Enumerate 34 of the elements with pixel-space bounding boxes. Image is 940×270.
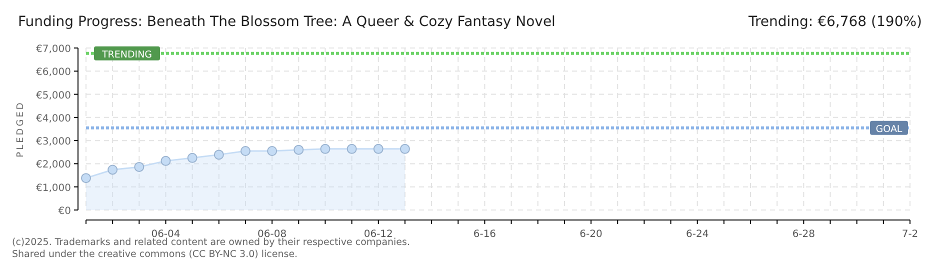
text: (c)2025. Trademarks and related content are owned by their respective companies. (12, 237, 410, 248)
x-tick-label: 6-28 (792, 229, 816, 240)
y-tick-label: €4,000 (36, 113, 71, 124)
point (294, 144, 304, 155)
point (373, 144, 384, 154)
point (160, 156, 171, 166)
y-axis-title: PLEDGED (16, 100, 26, 158)
y-tick-label: €3,000 (36, 136, 71, 148)
x-tick-label: 6-20 (580, 229, 602, 240)
point (267, 146, 278, 156)
y-tick-label: €6,000 (36, 67, 71, 78)
point (240, 146, 250, 156)
point (320, 144, 330, 154)
point (400, 144, 410, 154)
point (187, 152, 198, 163)
point (134, 162, 144, 172)
x-tick-label: 6-24 (686, 229, 709, 240)
point (108, 164, 118, 175)
y-tick-label: €2,000 (36, 160, 71, 171)
point (346, 144, 357, 154)
x-tick-label: 06-12 (364, 229, 393, 240)
y-tick-label: €0 (58, 206, 71, 217)
chart-title: Funding Progress: Beneath The Blossom Tree: A Queer & Cozy Fantasy Novel (18, 14, 556, 30)
y-tick-label: €5,000 (36, 90, 71, 102)
y-tick-label: €1,000 (36, 182, 71, 194)
x-tick-label: 6-16 (473, 229, 496, 240)
chart-subtitle: Trending: €6,768 (190%) (747, 14, 922, 30)
point (81, 173, 91, 184)
ref-line-label: TRENDING (100, 49, 152, 60)
point (214, 150, 224, 160)
text: Shared under the creative commons (CC BY-NC 3.0) license. (12, 249, 298, 260)
y-tick-label: €7,000 (36, 44, 71, 55)
ref-line-label: GOAL (876, 124, 903, 135)
x-tick-label: 7-2 (902, 229, 918, 240)
